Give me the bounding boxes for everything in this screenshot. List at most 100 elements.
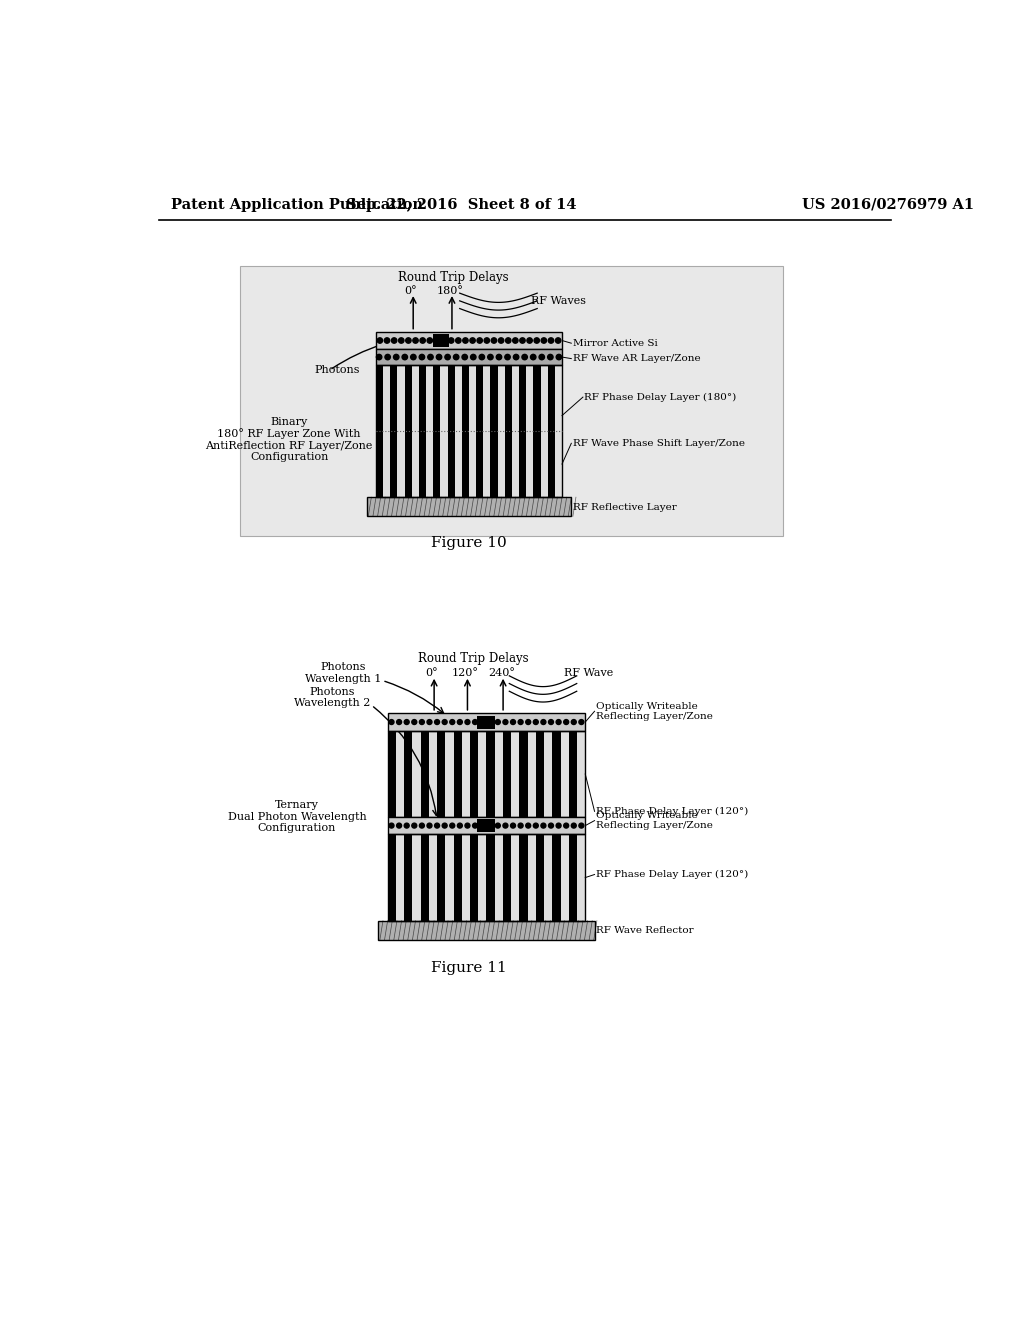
Circle shape: [492, 338, 497, 343]
Circle shape: [412, 824, 417, 828]
Circle shape: [525, 824, 530, 828]
Circle shape: [458, 824, 462, 828]
Circle shape: [428, 354, 433, 360]
Text: 120°: 120°: [452, 668, 478, 677]
Circle shape: [412, 719, 417, 725]
Bar: [454, 834, 462, 921]
Bar: [433, 364, 440, 498]
Bar: [462, 364, 469, 498]
Bar: [534, 364, 541, 498]
Bar: [536, 731, 544, 817]
Circle shape: [434, 719, 439, 725]
Circle shape: [571, 824, 577, 828]
Bar: [490, 364, 498, 498]
Circle shape: [556, 719, 561, 725]
Circle shape: [454, 354, 459, 360]
Bar: [512, 364, 519, 498]
Bar: [544, 731, 552, 817]
Text: RF Phase Delay Layer (180°): RF Phase Delay Layer (180°): [585, 392, 736, 401]
Circle shape: [541, 719, 546, 725]
Bar: [388, 731, 396, 817]
Bar: [552, 834, 560, 921]
Circle shape: [434, 824, 439, 828]
Bar: [503, 731, 511, 817]
Bar: [519, 834, 527, 921]
Bar: [388, 713, 586, 731]
Circle shape: [484, 338, 489, 343]
Circle shape: [463, 338, 468, 343]
Text: US 2016/0276979 A1: US 2016/0276979 A1: [802, 198, 975, 211]
Text: RF Wave AR Layer/Zone: RF Wave AR Layer/Zone: [572, 354, 700, 363]
Bar: [445, 834, 454, 921]
Text: RF Wave: RF Wave: [563, 668, 612, 677]
Circle shape: [487, 354, 494, 360]
Circle shape: [465, 824, 470, 828]
Bar: [541, 364, 548, 498]
Text: RF Wave Reflector: RF Wave Reflector: [596, 927, 693, 935]
Circle shape: [556, 354, 561, 360]
Circle shape: [511, 824, 515, 828]
Bar: [526, 364, 534, 498]
Bar: [378, 921, 595, 940]
Circle shape: [556, 824, 561, 828]
Circle shape: [427, 824, 432, 828]
Circle shape: [506, 338, 511, 343]
Circle shape: [505, 354, 510, 360]
Bar: [388, 817, 586, 834]
Bar: [560, 834, 568, 921]
Circle shape: [541, 338, 547, 343]
Text: Photons
Wavelength 2: Photons Wavelength 2: [295, 686, 371, 709]
Circle shape: [456, 338, 461, 343]
Text: RF Reflective Layer: RF Reflective Layer: [572, 503, 677, 512]
Circle shape: [503, 824, 508, 828]
Bar: [367, 498, 571, 516]
Circle shape: [442, 824, 447, 828]
Bar: [404, 731, 413, 817]
Circle shape: [487, 719, 493, 725]
Bar: [429, 731, 437, 817]
Text: 0°: 0°: [404, 286, 417, 296]
Circle shape: [548, 354, 553, 360]
Bar: [519, 364, 526, 498]
Bar: [486, 834, 495, 921]
Bar: [483, 364, 490, 498]
Bar: [477, 715, 496, 729]
Text: RF Phase Delay Layer (120°): RF Phase Delay Layer (120°): [596, 807, 749, 816]
Circle shape: [402, 354, 408, 360]
Circle shape: [413, 338, 418, 343]
Circle shape: [470, 338, 475, 343]
Bar: [437, 731, 445, 817]
Circle shape: [511, 719, 515, 725]
Text: 240°: 240°: [488, 668, 515, 677]
Bar: [404, 834, 413, 921]
Text: Figure 11: Figure 11: [431, 961, 507, 975]
Text: RF Wave Phase Shift Layer/Zone: RF Wave Phase Shift Layer/Zone: [572, 438, 744, 447]
Bar: [454, 731, 462, 817]
Circle shape: [496, 719, 501, 725]
Bar: [419, 364, 426, 498]
Circle shape: [496, 824, 501, 828]
Circle shape: [419, 354, 425, 360]
Circle shape: [472, 719, 477, 725]
Bar: [548, 364, 555, 498]
Bar: [462, 834, 470, 921]
Bar: [577, 731, 586, 817]
Bar: [511, 731, 519, 817]
Bar: [477, 820, 496, 832]
Bar: [568, 731, 577, 817]
Circle shape: [404, 719, 410, 725]
Bar: [447, 364, 455, 498]
Bar: [388, 834, 586, 921]
Text: Ternary
Dual Photon Wavelength
Configuration: Ternary Dual Photon Wavelength Configura…: [227, 800, 367, 833]
Bar: [376, 364, 562, 498]
Bar: [397, 364, 404, 498]
Circle shape: [480, 824, 485, 828]
Circle shape: [441, 338, 446, 343]
Circle shape: [411, 354, 416, 360]
Bar: [519, 731, 527, 817]
Circle shape: [480, 719, 485, 725]
Circle shape: [563, 719, 568, 725]
Bar: [511, 834, 519, 921]
Text: Round Trip Delays: Round Trip Delays: [418, 652, 528, 665]
Text: 180°: 180°: [436, 286, 463, 296]
